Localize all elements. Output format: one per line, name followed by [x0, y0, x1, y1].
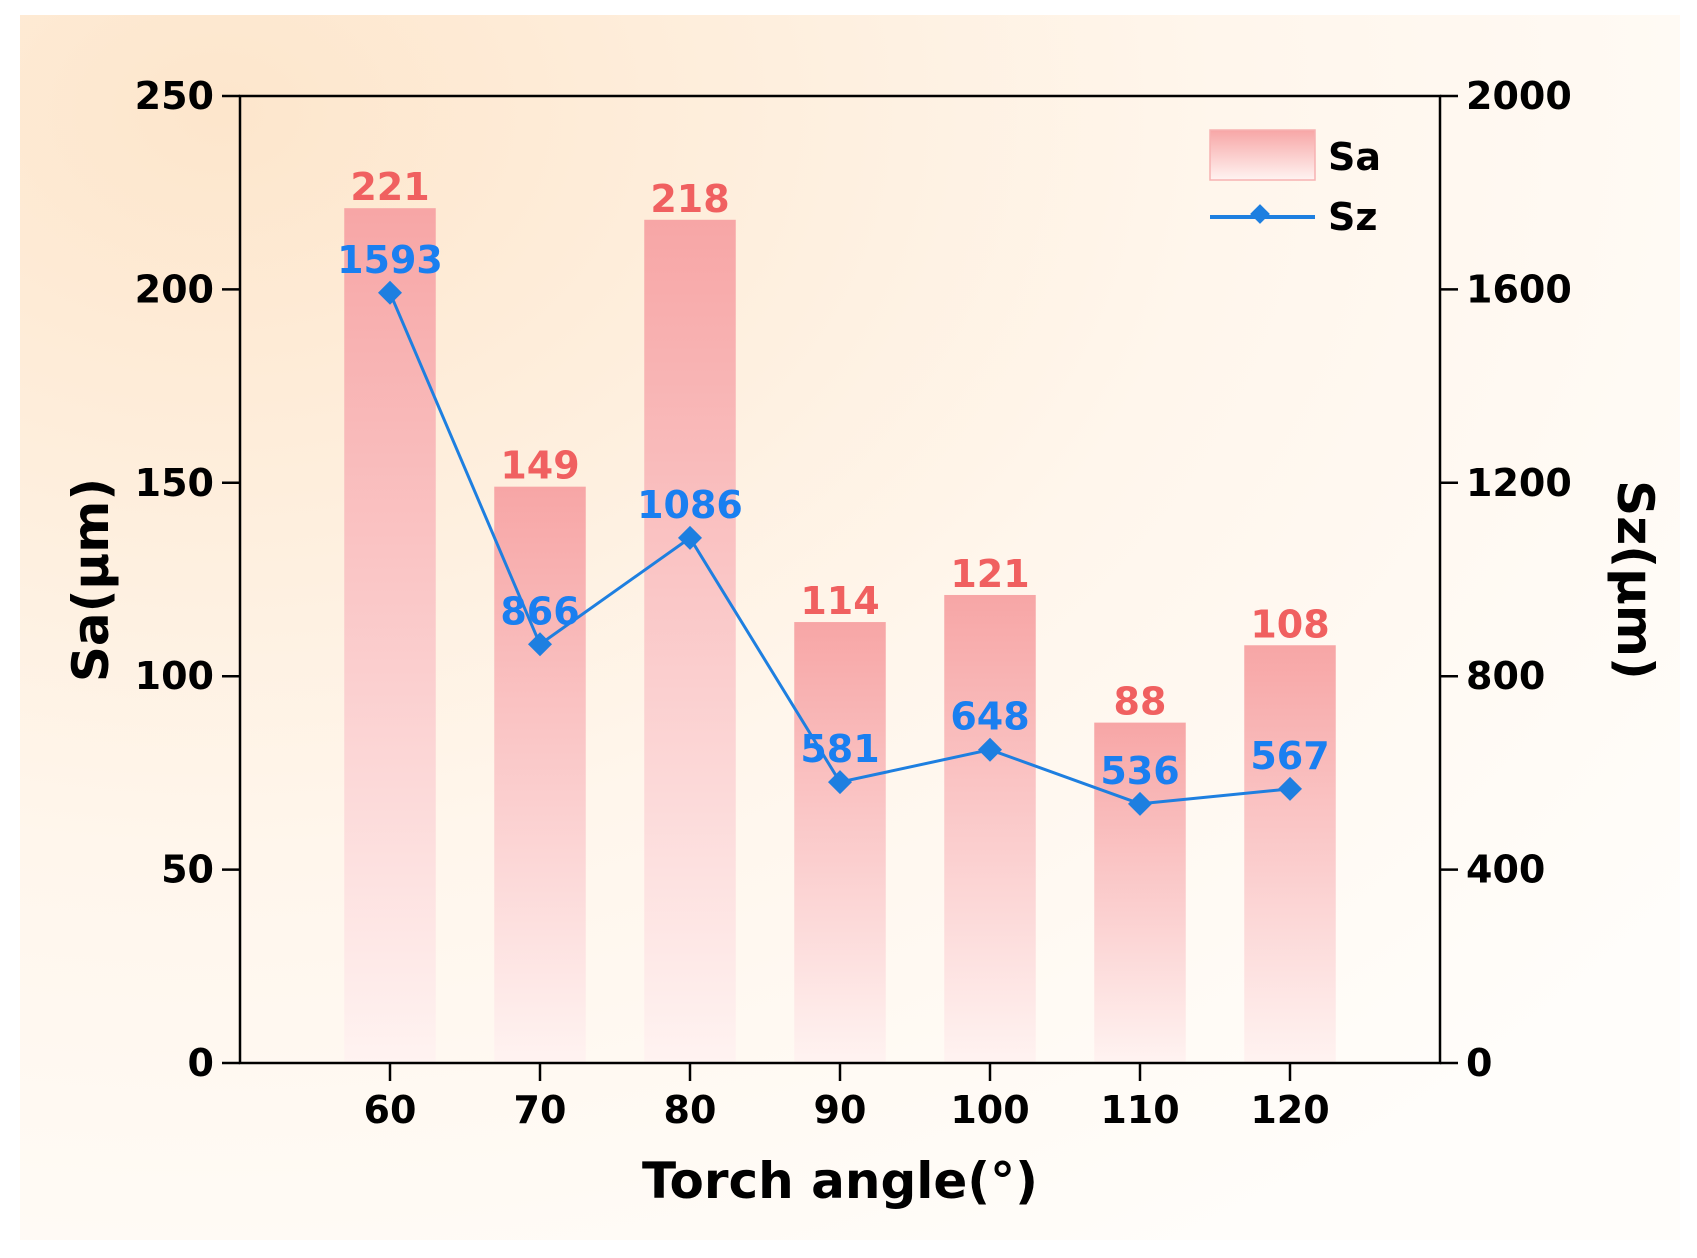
bar-label-sa: 149 — [500, 444, 579, 488]
point-label-sz: 866 — [500, 589, 579, 633]
point-label-sz: 581 — [800, 727, 879, 771]
point-label-sz: 648 — [950, 695, 1029, 739]
y2-tick-label: 400 — [1466, 848, 1545, 892]
y-tick-label: 250 — [135, 74, 214, 118]
x-tick-label: 100 — [950, 1088, 1029, 1132]
legend-label-sa: Sa — [1328, 135, 1381, 179]
y-tick-label: 0 — [188, 1041, 214, 1085]
point-label-sz: 1593 — [337, 238, 443, 282]
y-axis-right: 0 400 800 1200 1600 2000 — [1440, 74, 1572, 1085]
point-sz — [378, 280, 402, 305]
bar-sa — [794, 622, 886, 1063]
y-tick-label: 100 — [135, 654, 214, 698]
bar-label-sa: 108 — [1250, 602, 1329, 646]
point-sz — [978, 737, 1002, 762]
point-label-sz: 1086 — [637, 483, 743, 527]
line-labels: 1593 866 1086 581 648 536 567 — [337, 238, 1330, 793]
point-sz — [678, 525, 702, 550]
point-sz — [828, 770, 852, 795]
bar-label-sa: 121 — [950, 552, 1029, 596]
y2-tick-label: 2000 — [1466, 74, 1572, 118]
legend-swatch-sz-marker — [1250, 204, 1270, 224]
y2-tick-label: 800 — [1466, 654, 1545, 698]
line-series-sz — [378, 280, 1302, 816]
x-tick-label: 70 — [514, 1088, 567, 1132]
y2-axis-title: Sz(μm) — [1606, 480, 1664, 680]
x-tick-label: 80 — [664, 1088, 717, 1132]
point-label-sz: 536 — [1100, 749, 1179, 793]
point-label-sz: 567 — [1250, 734, 1329, 778]
point-sz — [1278, 776, 1302, 801]
y-axis-left: 0 50 100 150 200 250 — [135, 74, 240, 1085]
x-axis-title: Torch angle(°) — [642, 1152, 1038, 1210]
bar-sa — [644, 219, 736, 1063]
bar-label-sa: 114 — [800, 579, 879, 623]
legend-label-sz: Sz — [1328, 195, 1378, 239]
point-sz — [1128, 791, 1152, 816]
bar-series-sa — [344, 208, 1336, 1064]
point-sz — [528, 632, 552, 657]
x-tick-label: 110 — [1100, 1088, 1179, 1132]
x-axis: 60 70 80 90 100 110 120 — [364, 1063, 1330, 1132]
legend-swatch-sa — [1209, 129, 1316, 181]
bar-sa — [1244, 645, 1336, 1063]
y-axis-title: Sa(μm) — [62, 478, 120, 682]
bar-label-sa: 218 — [650, 177, 729, 221]
bar-sa — [494, 486, 586, 1064]
bar-sa — [344, 208, 436, 1063]
bar-label-sa: 221 — [350, 165, 429, 209]
y-tick-label: 150 — [135, 461, 214, 505]
bar-sa — [1094, 722, 1186, 1063]
y2-tick-label: 0 — [1466, 1041, 1492, 1085]
x-tick-label: 60 — [364, 1088, 417, 1132]
x-tick-label: 120 — [1250, 1088, 1329, 1132]
y2-tick-label: 1200 — [1466, 461, 1572, 505]
x-tick-label: 90 — [814, 1088, 867, 1132]
bar-labels: 221 149 218 114 121 88 108 — [350, 165, 1329, 723]
y2-tick-label: 1600 — [1466, 267, 1572, 311]
y-tick-label: 200 — [135, 267, 214, 311]
y-tick-label: 50 — [161, 848, 214, 892]
legend: Sa Sz — [1209, 129, 1381, 239]
bar-label-sa: 88 — [1114, 680, 1167, 724]
bar-sa — [944, 594, 1036, 1063]
